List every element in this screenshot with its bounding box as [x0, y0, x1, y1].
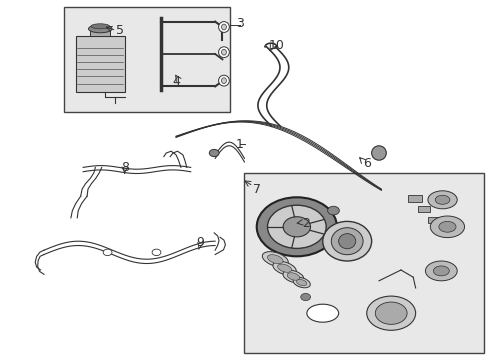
- Ellipse shape: [371, 146, 386, 160]
- Ellipse shape: [375, 302, 406, 324]
- Ellipse shape: [427, 191, 456, 209]
- Bar: [407, 195, 421, 202]
- Ellipse shape: [91, 24, 109, 29]
- Ellipse shape: [262, 252, 288, 267]
- Text: 4: 4: [172, 75, 180, 87]
- Ellipse shape: [296, 279, 306, 286]
- Circle shape: [327, 206, 339, 215]
- Circle shape: [283, 217, 310, 237]
- Ellipse shape: [322, 221, 371, 261]
- Text: 3: 3: [235, 17, 243, 30]
- Ellipse shape: [267, 255, 283, 264]
- Circle shape: [152, 249, 161, 256]
- Text: 7: 7: [252, 183, 260, 195]
- Ellipse shape: [221, 49, 226, 55]
- Circle shape: [267, 205, 325, 248]
- Circle shape: [256, 197, 336, 256]
- Bar: [244, 173, 483, 353]
- Ellipse shape: [218, 22, 229, 32]
- Ellipse shape: [438, 221, 455, 232]
- Ellipse shape: [432, 266, 448, 276]
- Ellipse shape: [218, 47, 229, 58]
- Bar: [417, 206, 429, 212]
- Text: 9: 9: [196, 237, 204, 249]
- Ellipse shape: [306, 304, 338, 322]
- Bar: [63, 7, 229, 112]
- Bar: [76, 36, 124, 92]
- Ellipse shape: [292, 278, 310, 288]
- Circle shape: [300, 293, 310, 301]
- Circle shape: [103, 249, 112, 256]
- Ellipse shape: [338, 234, 355, 249]
- Ellipse shape: [429, 216, 464, 238]
- Ellipse shape: [425, 261, 456, 281]
- Text: 6: 6: [362, 157, 370, 170]
- Ellipse shape: [283, 270, 303, 283]
- Text: 2: 2: [301, 217, 309, 230]
- Ellipse shape: [286, 273, 299, 280]
- Ellipse shape: [434, 195, 449, 204]
- Bar: [90, 30, 110, 36]
- Ellipse shape: [218, 75, 229, 86]
- Ellipse shape: [272, 261, 296, 275]
- Text: 5: 5: [116, 24, 123, 37]
- Ellipse shape: [221, 78, 226, 84]
- Circle shape: [209, 149, 219, 157]
- Text: 10: 10: [268, 39, 284, 51]
- Text: 1: 1: [235, 138, 243, 150]
- Ellipse shape: [221, 24, 226, 30]
- Ellipse shape: [331, 228, 362, 255]
- Ellipse shape: [277, 264, 291, 272]
- Ellipse shape: [366, 296, 415, 330]
- Ellipse shape: [88, 25, 112, 33]
- Text: 8: 8: [121, 161, 128, 174]
- Bar: [427, 217, 438, 223]
